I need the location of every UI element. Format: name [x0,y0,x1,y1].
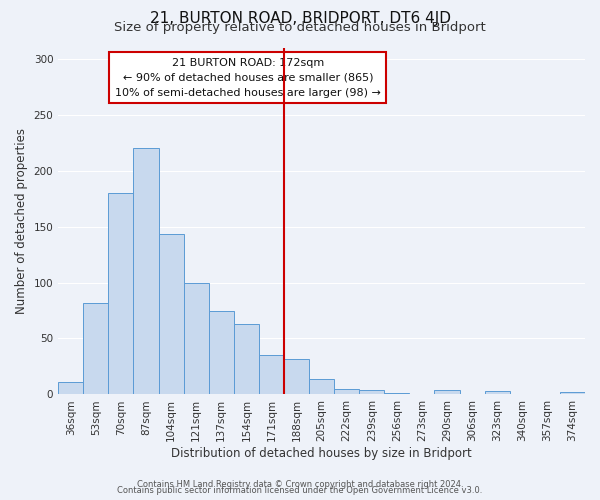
Text: Contains public sector information licensed under the Open Government Licence v3: Contains public sector information licen… [118,486,482,495]
Bar [158,234,184,394]
Bar [259,356,284,395]
Bar [309,379,334,394]
Text: 21, BURTON ROAD, BRIDPORT, DT6 4JD: 21, BURTON ROAD, BRIDPORT, DT6 4JD [149,11,451,26]
Bar [234,324,259,394]
Bar [334,389,359,394]
Text: Contains HM Land Registry data © Crown copyright and database right 2024.: Contains HM Land Registry data © Crown c… [137,480,463,489]
Bar [133,148,158,394]
Bar [359,390,385,394]
Text: 21 BURTON ROAD: 172sqm
← 90% of detached houses are smaller (865)
10% of semi-de: 21 BURTON ROAD: 172sqm ← 90% of detached… [115,58,381,98]
Bar [109,193,133,394]
Y-axis label: Number of detached properties: Number of detached properties [15,128,28,314]
X-axis label: Distribution of detached houses by size in Bridport: Distribution of detached houses by size … [171,447,472,460]
Bar [184,282,209,395]
Bar [284,358,309,394]
Text: Size of property relative to detached houses in Bridport: Size of property relative to detached ho… [114,21,486,34]
Bar [485,391,510,394]
Bar [209,310,234,394]
Bar [58,382,83,394]
Bar [560,392,585,394]
Bar [83,302,109,394]
Bar [434,390,460,394]
